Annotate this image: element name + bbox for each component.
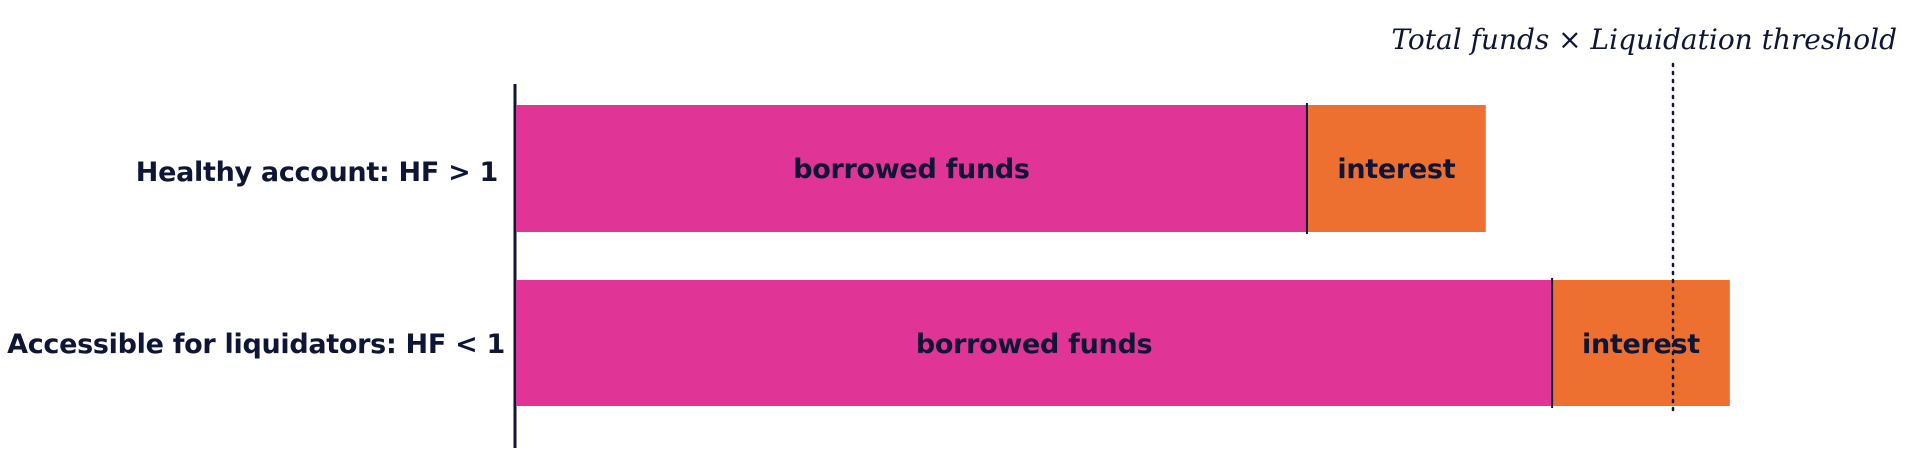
segment-label-borrowed-healthy: borrowed funds xyxy=(793,154,1029,185)
threshold-label: Total funds × Liquidation threshold xyxy=(1391,23,1897,56)
row-label-liquidatable: Accessible for liquidators: HF < 1 xyxy=(7,329,505,360)
bar-interest-healthy xyxy=(1306,105,1486,232)
bar-borrowed-funds-liquidatable xyxy=(516,280,1553,406)
segment-label-borrowed-liquidatable: borrowed funds xyxy=(916,329,1152,360)
row-healthy: Healthy account: HF > 1 borrowed funds i… xyxy=(136,103,1486,234)
segment-label-interest-healthy: interest xyxy=(1337,154,1455,185)
segment-label-interest-liquidatable: interest xyxy=(1582,329,1700,360)
row-label-healthy: Healthy account: HF > 1 xyxy=(136,157,498,188)
bar-interest-liquidatable xyxy=(1552,280,1730,406)
row-liquidatable: Accessible for liquidators: HF < 1 borro… xyxy=(7,278,1730,408)
bar-borrowed-funds-healthy xyxy=(516,105,1307,232)
